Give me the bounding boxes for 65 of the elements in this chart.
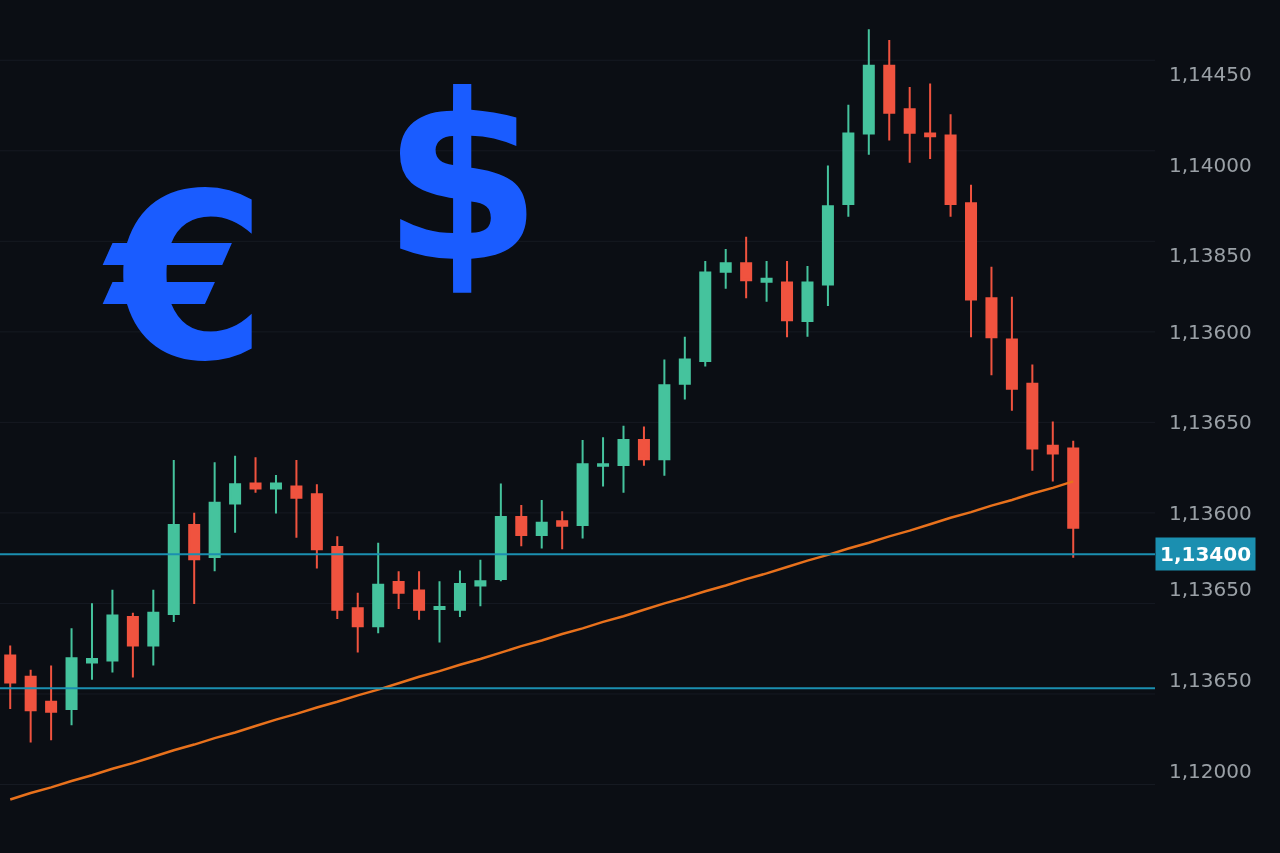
candlestick	[576, 439, 589, 540]
candlestick	[167, 459, 180, 623]
candlestick	[24, 668, 37, 744]
candlestick	[331, 535, 344, 621]
candlestick	[944, 113, 957, 218]
candlestick	[1067, 439, 1080, 559]
candlestick	[474, 558, 487, 608]
candlestick	[1026, 363, 1039, 472]
text: 1,13600	[1169, 320, 1252, 344]
candlestick	[85, 602, 98, 681]
candlestick	[637, 425, 650, 467]
candlestick	[65, 627, 78, 727]
candlestick	[821, 164, 834, 307]
text: 1,13600	[1169, 501, 1252, 525]
text: 1,12000	[1169, 759, 1252, 783]
candlestick	[1005, 295, 1018, 412]
candlestick	[392, 570, 405, 611]
candlestick	[515, 503, 528, 548]
candlestick	[1046, 420, 1059, 483]
candlestick	[760, 260, 773, 303]
candlestick	[351, 591, 364, 654]
candlestick	[188, 511, 201, 606]
candlestick	[208, 461, 221, 573]
candlestick	[597, 436, 610, 488]
candlestick	[903, 86, 916, 164]
text: 1,14000	[1169, 153, 1252, 177]
text: 1,13850	[1169, 243, 1252, 267]
ref-line-label: 1,13400	[1160, 542, 1252, 566]
candlestick	[269, 474, 282, 515]
candlestick	[801, 265, 814, 338]
candlestick	[290, 459, 303, 539]
candlestick	[556, 510, 569, 551]
candlestick	[535, 498, 548, 550]
candlestick	[433, 580, 446, 644]
annotation: $	[382, 46, 543, 313]
candlestick	[678, 335, 691, 401]
candlestick	[699, 260, 712, 368]
candlestick	[862, 28, 875, 156]
candlestick	[229, 454, 242, 534]
candlestick	[413, 570, 426, 621]
candlestick	[658, 358, 671, 477]
text: 1,13650	[1169, 668, 1252, 692]
candlestick	[4, 644, 17, 710]
annotation: €	[102, 145, 268, 412]
candlestick	[310, 483, 323, 570]
candlestick	[106, 588, 119, 674]
text: 1,13650	[1169, 577, 1252, 601]
candlestick	[249, 456, 262, 494]
candlestick	[883, 38, 896, 142]
candlestick	[126, 611, 139, 679]
candlestick	[453, 569, 466, 618]
candlestick	[617, 424, 630, 494]
candlestick	[781, 260, 794, 339]
candlestick	[985, 265, 998, 377]
candlestick	[740, 235, 753, 300]
candlestick	[372, 541, 385, 635]
candlestick	[45, 664, 58, 742]
candlestick	[719, 247, 732, 290]
candlestick	[965, 183, 978, 339]
candlestick	[494, 482, 507, 583]
candlestick	[147, 588, 160, 667]
text: 1,14450	[1169, 62, 1252, 86]
candlestick	[924, 82, 937, 161]
text: 1,13650	[1169, 410, 1252, 434]
candlestick	[842, 103, 855, 218]
